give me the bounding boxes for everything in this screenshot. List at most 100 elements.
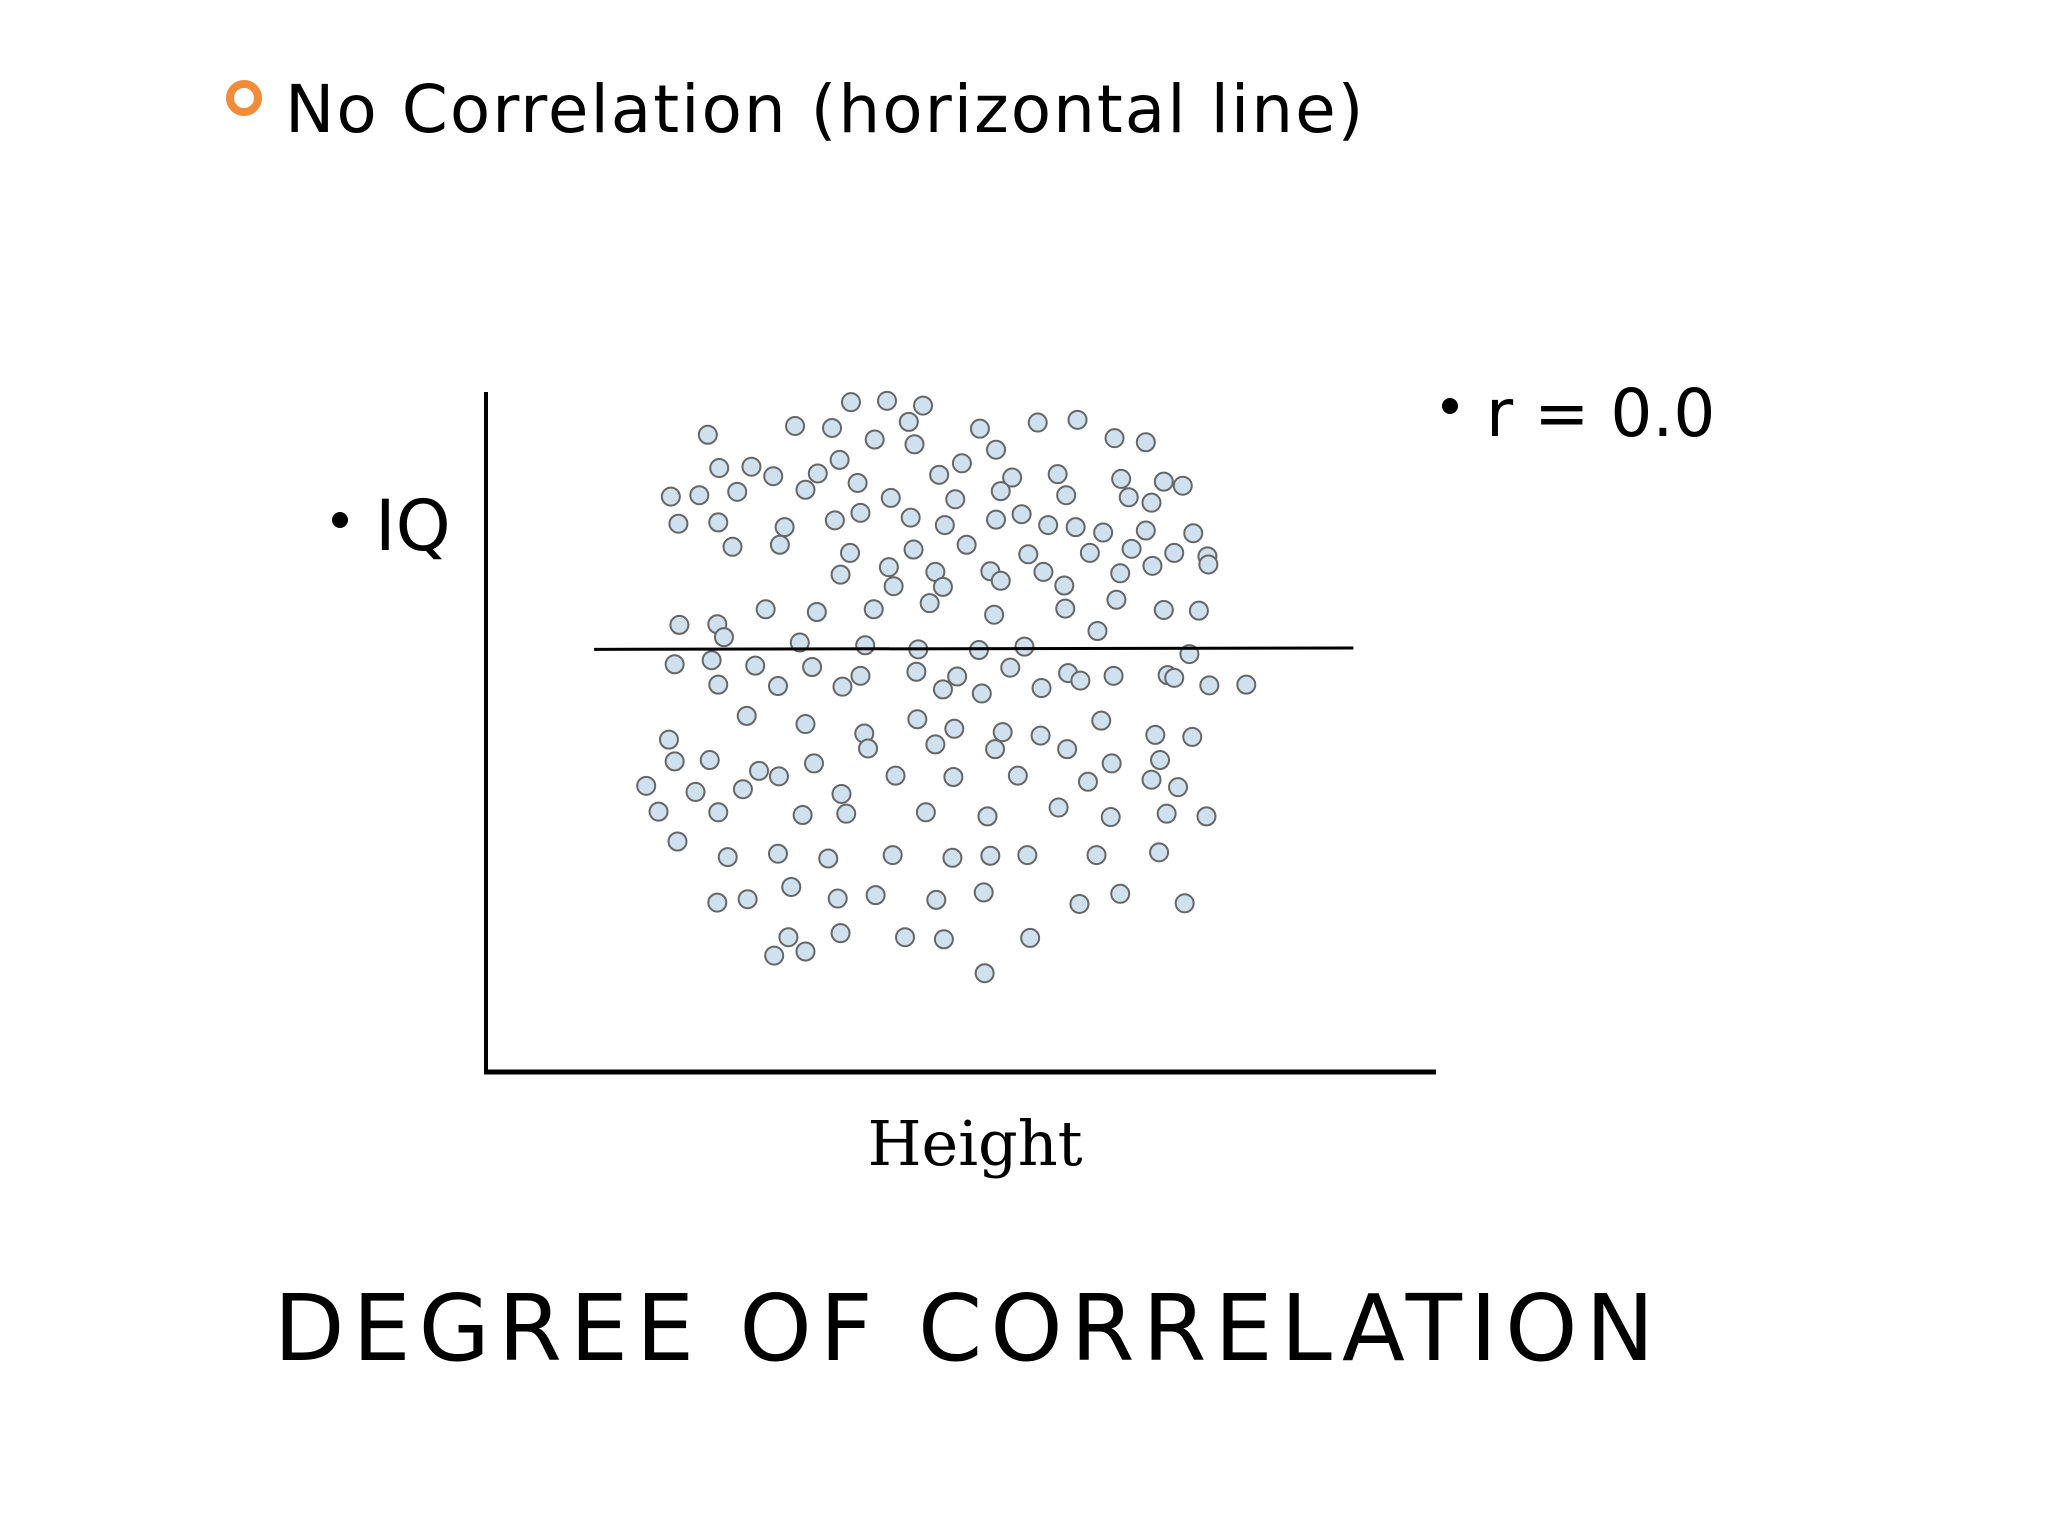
point bbox=[1087, 621, 1108, 642]
point bbox=[903, 539, 924, 560]
point bbox=[1070, 670, 1091, 691]
point bbox=[1164, 667, 1185, 688]
point bbox=[969, 418, 990, 439]
point bbox=[847, 472, 868, 493]
point bbox=[1020, 927, 1041, 948]
point bbox=[951, 453, 972, 474]
point bbox=[827, 888, 848, 909]
point bbox=[1069, 893, 1090, 914]
trend-line bbox=[594, 646, 1354, 651]
point bbox=[685, 781, 706, 802]
point bbox=[822, 417, 843, 438]
point bbox=[1067, 409, 1088, 430]
point bbox=[1141, 769, 1162, 790]
point bbox=[973, 882, 994, 903]
point bbox=[764, 945, 785, 966]
point bbox=[1172, 475, 1193, 496]
y-axis-label: IQ bbox=[375, 485, 451, 567]
point bbox=[1196, 806, 1217, 827]
point bbox=[664, 751, 685, 772]
point bbox=[1182, 726, 1203, 747]
point bbox=[767, 843, 788, 864]
point bbox=[944, 718, 965, 739]
point bbox=[664, 654, 685, 675]
point bbox=[1168, 777, 1189, 798]
point bbox=[1056, 485, 1077, 506]
point bbox=[636, 775, 657, 796]
point bbox=[850, 665, 871, 686]
point bbox=[1002, 467, 1023, 488]
point bbox=[932, 679, 953, 700]
point bbox=[1077, 771, 1098, 792]
point bbox=[943, 766, 964, 787]
point bbox=[1047, 464, 1068, 485]
point bbox=[668, 513, 689, 534]
point bbox=[713, 627, 734, 648]
point bbox=[947, 666, 968, 687]
point bbox=[1093, 522, 1114, 543]
plot bbox=[594, 390, 1354, 984]
point bbox=[763, 466, 784, 487]
point bbox=[840, 542, 861, 563]
point bbox=[1007, 765, 1028, 786]
point bbox=[942, 847, 963, 868]
point bbox=[934, 515, 955, 536]
point bbox=[895, 927, 916, 948]
point bbox=[707, 892, 728, 913]
point bbox=[1174, 893, 1195, 914]
point bbox=[1086, 845, 1107, 866]
point bbox=[1153, 471, 1174, 492]
point bbox=[1145, 724, 1166, 745]
point bbox=[906, 661, 927, 682]
point bbox=[1103, 665, 1124, 686]
point bbox=[732, 779, 753, 800]
point bbox=[864, 429, 885, 450]
slide-title: No Correlation (horizontal line) bbox=[285, 71, 1365, 148]
point bbox=[789, 632, 810, 653]
point bbox=[1106, 589, 1127, 610]
point bbox=[824, 510, 845, 531]
point bbox=[722, 536, 743, 557]
point bbox=[667, 831, 688, 852]
point bbox=[778, 927, 799, 948]
point bbox=[1156, 803, 1177, 824]
point bbox=[1055, 598, 1076, 619]
point bbox=[1111, 468, 1132, 489]
point bbox=[990, 481, 1011, 502]
point bbox=[1141, 492, 1162, 513]
point bbox=[855, 635, 876, 656]
point bbox=[1017, 845, 1038, 866]
title-bullet bbox=[226, 80, 262, 116]
point bbox=[1038, 515, 1059, 536]
point bbox=[986, 509, 1007, 530]
annotation-bullet bbox=[1442, 398, 1458, 414]
point bbox=[990, 570, 1011, 591]
point bbox=[1057, 739, 1078, 760]
point bbox=[709, 458, 730, 479]
point bbox=[971, 683, 992, 704]
point bbox=[1054, 575, 1075, 596]
annotation: r = 0.0 bbox=[1486, 375, 1715, 452]
point bbox=[840, 392, 861, 413]
point bbox=[907, 709, 928, 730]
point bbox=[1091, 710, 1112, 731]
point bbox=[1065, 517, 1086, 538]
point bbox=[1101, 753, 1122, 774]
point bbox=[986, 439, 1007, 460]
point bbox=[980, 845, 1001, 866]
point bbox=[1000, 657, 1021, 678]
point bbox=[660, 486, 681, 507]
point bbox=[913, 395, 934, 416]
point bbox=[741, 456, 762, 477]
point bbox=[1153, 599, 1174, 620]
point bbox=[802, 656, 823, 677]
point bbox=[1188, 600, 1209, 621]
point bbox=[1110, 563, 1131, 584]
point bbox=[974, 963, 995, 984]
point bbox=[818, 848, 839, 869]
point bbox=[708, 674, 729, 695]
point bbox=[697, 424, 718, 445]
point bbox=[985, 739, 1006, 760]
point bbox=[1236, 674, 1257, 695]
point bbox=[1142, 555, 1163, 576]
